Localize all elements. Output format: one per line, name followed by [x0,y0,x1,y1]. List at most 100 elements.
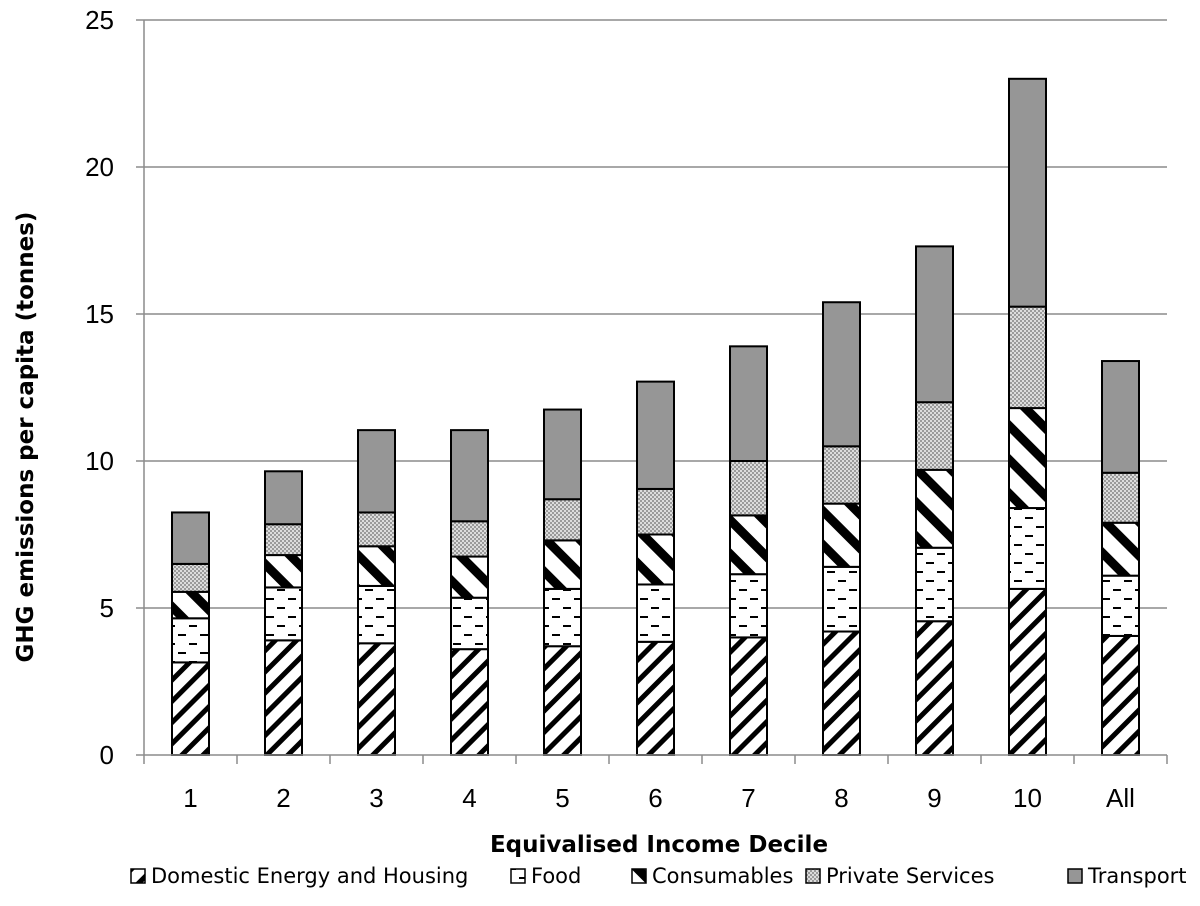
bars [171,77,1140,757]
legend-item-food: Food [510,864,581,888]
bar-10-private-services [1008,305,1047,410]
bar-2-domestic-energy-and-housing [264,639,303,757]
bar-1-transport [171,511,210,565]
bar-all-private-services [1101,471,1140,524]
bar-group-4 [450,429,489,756]
bar-6-food [636,583,675,643]
bar-7-transport [729,345,768,462]
x-tick-label-5: 5 [555,783,569,813]
bar-group-8 [822,301,861,757]
bar-8-domestic-energy-and-housing [822,630,861,757]
legend-label: Private Services [826,864,994,888]
y-tick-label-25: 25 [85,5,114,35]
bar-group-6 [636,380,675,756]
bar-4-transport [450,429,489,523]
bar-2-consumables [264,554,303,589]
legend-swatch [1067,868,1083,884]
bar-group-10 [1008,77,1047,757]
bar-7-domestic-energy-and-housing [729,636,768,757]
legend-item-private-services: Private Services [805,864,994,888]
bar-7-private-services [729,460,768,517]
legend: Domestic Energy and Housing Food Consumabl… [130,864,1187,888]
legend-item-domestic-energy-and-housing: Domestic Energy and Housing [130,864,468,888]
legend-swatch [510,868,526,884]
legend-swatch [805,868,821,884]
bar-group-2 [264,470,303,757]
bar-3-consumables [357,545,396,587]
x-tick-label-all: All [1106,783,1135,813]
bar-4-food [450,596,489,651]
x-tick-label-4: 4 [462,783,476,813]
bar-5-domestic-energy-and-housing [543,645,582,756]
bar-1-private-services [171,562,210,593]
bar-4-domestic-energy-and-housing [450,648,489,756]
bar-5-private-services [543,498,582,542]
legend-swatch [130,868,146,884]
bar-8-consumables [822,502,861,568]
x-tick-label-1: 1 [183,783,197,813]
bar-all-consumables [1101,521,1140,577]
bar-6-transport [636,380,675,490]
bar-group-all [1101,360,1140,756]
bar-9-consumables [915,468,954,549]
bar-9-private-services [915,401,954,471]
bar-9-food [915,546,954,623]
y-axis-title: GHG emissions per capita (tonnes) [13,212,39,663]
legend-label: Food [531,864,581,888]
bar-1-food [171,617,210,664]
bar-2-transport [264,470,303,526]
bar-5-consumables [543,539,582,590]
bar-5-food [543,587,582,648]
bar-9-transport [915,245,954,404]
bar-all-domestic-energy-and-housing [1101,634,1140,756]
legend-item-transport: Transport [1067,864,1187,888]
bar-10-domestic-energy-and-housing [1008,587,1047,757]
legend-item-consumables: Consumables [631,864,793,888]
x-axis-ticks: 1 2 3 4 5 6 7 8 9 10 All [143,755,1168,813]
y-tick-label-15: 15 [85,299,114,329]
bar-9-domestic-energy-and-housing [915,620,954,756]
x-tick-label-7: 7 [741,783,755,813]
x-tick-label-3: 3 [369,783,383,813]
bar-3-private-services [357,511,396,548]
legend-label: Transport [1087,864,1187,888]
bar-7-consumables [729,514,768,576]
bar-1-consumables [171,590,210,620]
bar-4-consumables [450,555,489,599]
bar-2-food [264,586,303,642]
bar-all-food [1101,574,1140,637]
y-tick-label-5: 5 [100,593,114,623]
axes [143,20,1167,756]
bar-8-food [822,565,861,633]
bar-3-transport [357,429,396,514]
gridlines [144,19,1167,609]
bar-group-3 [357,429,396,757]
bar-group-7 [729,345,768,757]
bar-all-transport [1101,360,1140,474]
x-tick-label-10: 10 [1013,783,1042,813]
bar-10-consumables [1008,407,1047,510]
bar-1-domestic-energy-and-housing [171,661,210,757]
bar-8-private-services [822,445,861,505]
bar-6-private-services [636,487,675,536]
y-tick-label-20: 20 [85,152,114,182]
bar-10-food [1008,507,1047,590]
bar-3-food [357,584,396,645]
x-tick-label-9: 9 [927,783,941,813]
bar-10-transport [1008,77,1047,308]
bar-2-private-services [264,523,303,557]
legend-label: Consumables [652,864,793,888]
bar-group-1 [171,511,210,757]
y-tick-label-0: 0 [100,740,114,770]
x-tick-label-2: 2 [276,783,290,813]
bar-group-9 [915,245,954,756]
bar-7-food [729,573,768,639]
legend-label: Domestic Energy and Housing [151,864,468,888]
bar-6-domestic-energy-and-housing [636,640,675,756]
x-axis-title: Equivalised Income Decile [490,832,828,858]
legend-swatch [631,868,647,884]
x-tick-label-6: 6 [648,783,662,813]
y-axis-ticks: 0 5 10 15 20 25 [85,5,144,770]
bar-4-private-services [450,520,489,558]
